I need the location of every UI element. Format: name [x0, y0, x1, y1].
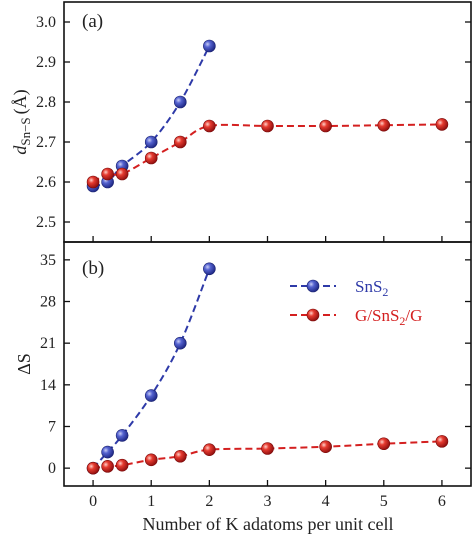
y-tick-label: 35 [40, 252, 56, 269]
x-tick-label: 4 [322, 493, 330, 510]
y-label-subscript: Sn−S [18, 117, 33, 145]
series-line [92, 45, 211, 187]
x-tick-label: 1 [147, 493, 155, 510]
panel-b-label: (b) [82, 258, 104, 279]
x-tick-label: 0 [89, 493, 97, 510]
data-point [173, 449, 187, 463]
legend-marker-sns2 [306, 279, 320, 293]
panel-a-y-ticks: 2.5 2.6 2.7 2.8 2.9 3.0 [36, 14, 471, 242]
data-point [144, 389, 158, 402]
legend: SnS2 G/SnS2/G [290, 277, 422, 328]
legend-gsns2g-main: G/SnS [355, 306, 399, 325]
legend-gsns2g-sub: 2 [399, 314, 405, 328]
data-point [115, 167, 129, 181]
y-tick-label: 28 [40, 294, 56, 311]
y-tick-label: 3.0 [36, 14, 56, 31]
x-tick-label: 2 [205, 493, 213, 510]
data-point [86, 461, 100, 475]
x-tick-label: 3 [264, 493, 272, 510]
panel-b-y-axis-label: ΔS [14, 353, 34, 375]
legend-label-sns2: SnS2 [355, 277, 388, 299]
data-point [203, 443, 216, 456]
data-point [203, 39, 216, 53]
panel-a-series-lines [92, 45, 442, 187]
data-point [115, 458, 129, 472]
data-point [144, 151, 158, 165]
data-point [173, 135, 187, 149]
series-line [92, 123, 442, 183]
y-tick-label: 7 [48, 418, 56, 435]
data-point [173, 95, 187, 109]
data-point [203, 119, 216, 133]
panel-b-y-ticks: 0 7 14 21 28 35 [40, 252, 471, 477]
data-point [86, 175, 100, 189]
data-point [101, 460, 114, 473]
series-line [92, 440, 442, 470]
series-line [92, 268, 211, 469]
data-point [203, 262, 216, 276]
y-tick-label: 0 [48, 460, 56, 477]
legend-sns2-main: SnS [355, 277, 382, 296]
data-point [261, 442, 274, 455]
legend-sns2-sub: 2 [382, 285, 388, 299]
data-point [377, 437, 391, 451]
x-tick-label: 5 [380, 493, 388, 510]
x-axis-label: Number of K adatoms per unit cell [143, 514, 394, 534]
legend-label-gsns2g: G/SnS2/G [355, 306, 422, 328]
data-point [261, 119, 274, 133]
legend-marker-gsns2g [306, 308, 320, 322]
data-point [435, 118, 449, 131]
data-point [101, 445, 114, 459]
y-tick-label: 2.8 [36, 94, 56, 111]
panel-a-y-axis-label: dSn−S (Å) [10, 89, 33, 154]
legend-gsns2g-rest: /G [405, 306, 422, 325]
y-tick-label: 2.7 [36, 134, 56, 151]
y-tick-label: 2.5 [36, 214, 56, 231]
data-point [101, 167, 114, 181]
x-tick-label: 6 [438, 493, 446, 510]
data-point [319, 119, 332, 133]
y-tick-label: 2.6 [36, 174, 56, 191]
data-point [115, 429, 129, 442]
y-tick-label: 21 [40, 335, 56, 352]
panel-a-label: (a) [82, 11, 103, 32]
panel-a-points [86, 39, 449, 193]
panel-b-points [86, 262, 449, 475]
panel-a: (a) 2.5 2.6 2.7 2.8 2.9 3.0 dSn−S (Å) [10, 1, 472, 243]
data-point [377, 118, 391, 132]
data-point [435, 435, 449, 448]
y-label-unit: (Å) [10, 89, 31, 114]
y-tick-label: 14 [40, 377, 56, 394]
data-point [144, 135, 158, 149]
data-point [173, 336, 187, 350]
panel-b-x-ticks: 0 1 2 3 4 5 6 [89, 480, 446, 510]
panel-b: (b) 0 7 14 21 28 35 0 1 2 3 4 5 6 ΔS Number of K ad… [14, 241, 472, 534]
data-point [144, 453, 158, 467]
y-tick-label: 2.9 [36, 54, 56, 71]
data-point [319, 440, 332, 454]
y-label-symbol: d [10, 145, 30, 155]
panel-b-series-lines [92, 268, 442, 470]
